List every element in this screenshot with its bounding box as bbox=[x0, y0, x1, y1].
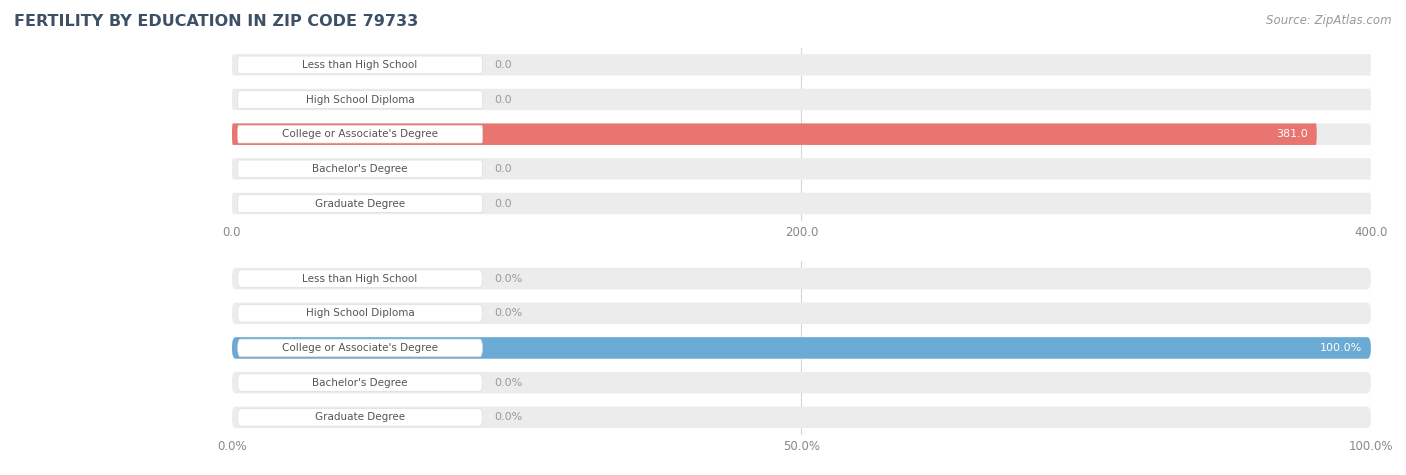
Text: Graduate Degree: Graduate Degree bbox=[315, 412, 405, 422]
Text: 0.0%: 0.0% bbox=[494, 378, 522, 388]
FancyBboxPatch shape bbox=[232, 303, 1371, 324]
FancyBboxPatch shape bbox=[232, 268, 1371, 289]
FancyBboxPatch shape bbox=[232, 372, 1371, 393]
FancyBboxPatch shape bbox=[232, 124, 1317, 145]
FancyBboxPatch shape bbox=[232, 158, 1371, 180]
FancyBboxPatch shape bbox=[232, 54, 1371, 76]
FancyBboxPatch shape bbox=[238, 56, 482, 74]
Text: Bachelor's Degree: Bachelor's Degree bbox=[312, 164, 408, 174]
Text: 0.0%: 0.0% bbox=[494, 308, 522, 318]
FancyBboxPatch shape bbox=[238, 195, 482, 212]
FancyBboxPatch shape bbox=[238, 270, 482, 287]
FancyBboxPatch shape bbox=[232, 337, 1371, 359]
Text: College or Associate's Degree: College or Associate's Degree bbox=[283, 129, 439, 139]
FancyBboxPatch shape bbox=[232, 193, 1371, 214]
Text: Source: ZipAtlas.com: Source: ZipAtlas.com bbox=[1267, 14, 1392, 27]
FancyBboxPatch shape bbox=[238, 125, 482, 143]
FancyBboxPatch shape bbox=[238, 304, 482, 322]
FancyBboxPatch shape bbox=[238, 160, 482, 178]
Text: 381.0: 381.0 bbox=[1275, 129, 1308, 139]
Text: FERTILITY BY EDUCATION IN ZIP CODE 79733: FERTILITY BY EDUCATION IN ZIP CODE 79733 bbox=[14, 14, 419, 29]
Text: 100.0%: 100.0% bbox=[1319, 343, 1362, 353]
Text: College or Associate's Degree: College or Associate's Degree bbox=[283, 343, 439, 353]
Text: High School Diploma: High School Diploma bbox=[305, 95, 415, 104]
Text: 0.0: 0.0 bbox=[494, 199, 512, 209]
FancyBboxPatch shape bbox=[238, 339, 482, 357]
Text: Bachelor's Degree: Bachelor's Degree bbox=[312, 378, 408, 388]
Text: 0.0%: 0.0% bbox=[494, 274, 522, 284]
FancyBboxPatch shape bbox=[238, 91, 482, 108]
Text: Less than High School: Less than High School bbox=[302, 274, 418, 284]
FancyBboxPatch shape bbox=[232, 407, 1371, 428]
Text: Less than High School: Less than High School bbox=[302, 60, 418, 70]
FancyBboxPatch shape bbox=[232, 89, 1371, 110]
Text: 0.0: 0.0 bbox=[494, 60, 512, 70]
Text: 0.0: 0.0 bbox=[494, 95, 512, 104]
Text: High School Diploma: High School Diploma bbox=[305, 308, 415, 318]
Text: Graduate Degree: Graduate Degree bbox=[315, 199, 405, 209]
FancyBboxPatch shape bbox=[238, 408, 482, 426]
FancyBboxPatch shape bbox=[232, 337, 1371, 359]
FancyBboxPatch shape bbox=[238, 374, 482, 391]
FancyBboxPatch shape bbox=[232, 124, 1371, 145]
Text: 0.0: 0.0 bbox=[494, 164, 512, 174]
Text: 0.0%: 0.0% bbox=[494, 412, 522, 422]
